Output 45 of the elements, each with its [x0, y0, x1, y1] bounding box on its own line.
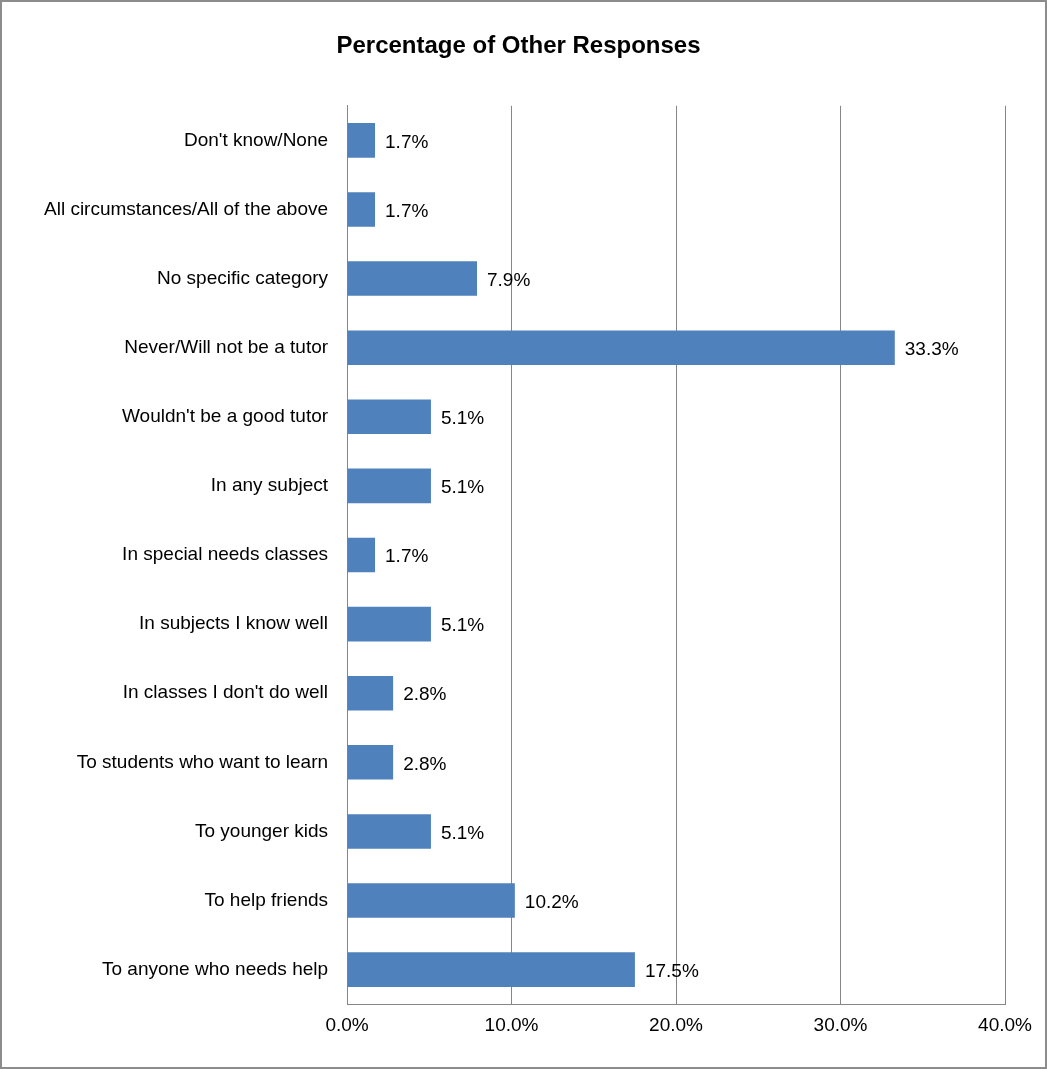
data-label: 2.8%: [403, 752, 447, 774]
x-tick-label: 40.0%: [978, 1013, 1033, 1035]
y-tick-label: To help friends: [204, 888, 329, 910]
bar: [347, 399, 431, 435]
y-tick-label: In classes I don't do well: [122, 681, 329, 703]
chart-title: Percentage of Other Responses: [336, 31, 701, 59]
y-tick-label: To younger kids: [194, 819, 329, 841]
data-label: 5.1%: [440, 821, 485, 843]
bar: [347, 261, 478, 296]
data-label: 10.2%: [524, 890, 579, 912]
bar: [347, 537, 376, 573]
y-tick-label: Wouldn't be a good tutor: [121, 405, 329, 427]
y-tick-label: No specific category: [156, 266, 329, 288]
data-label: 1.7%: [385, 199, 429, 221]
bar: [347, 123, 376, 158]
data-label: 17.5%: [644, 959, 699, 981]
y-tick-label: In subjects I know well: [139, 612, 329, 634]
bar: [347, 468, 431, 504]
y-tick-label: To students who want to learn: [76, 750, 329, 772]
data-label: 1.7%: [385, 545, 429, 567]
data-label: 5.1%: [440, 476, 485, 498]
bar: [347, 883, 515, 918]
bar: [347, 330, 895, 365]
data-label: 5.1%: [440, 614, 485, 636]
data-label: 1.7%: [385, 130, 429, 152]
x-tick-label: 30.0%: [813, 1013, 868, 1035]
data-label: 7.9%: [487, 268, 531, 290]
bar: [347, 606, 431, 642]
y-tick-label: To anyone who needs help: [102, 957, 329, 979]
bar: [347, 192, 376, 227]
bar: [347, 952, 635, 987]
x-tick-label: 10.0%: [484, 1013, 539, 1035]
y-tick-label: Never/Will not be a tutor: [124, 335, 329, 357]
x-tick-label: 0.0%: [325, 1013, 369, 1035]
x-tick-label: 20.0%: [649, 1013, 704, 1035]
bar: [347, 745, 394, 780]
data-label: 2.8%: [403, 683, 447, 705]
bar: [347, 675, 394, 711]
y-tick-label: In special needs classes: [122, 543, 329, 565]
y-tick-label: Don't know/None: [183, 128, 329, 150]
y-tick-label: All circumstances/All of the above: [43, 197, 329, 219]
y-tick-label: In any subject: [210, 474, 329, 496]
data-label: 33.3%: [904, 337, 959, 359]
bar: [347, 814, 431, 849]
data-label: 5.1%: [440, 407, 485, 429]
